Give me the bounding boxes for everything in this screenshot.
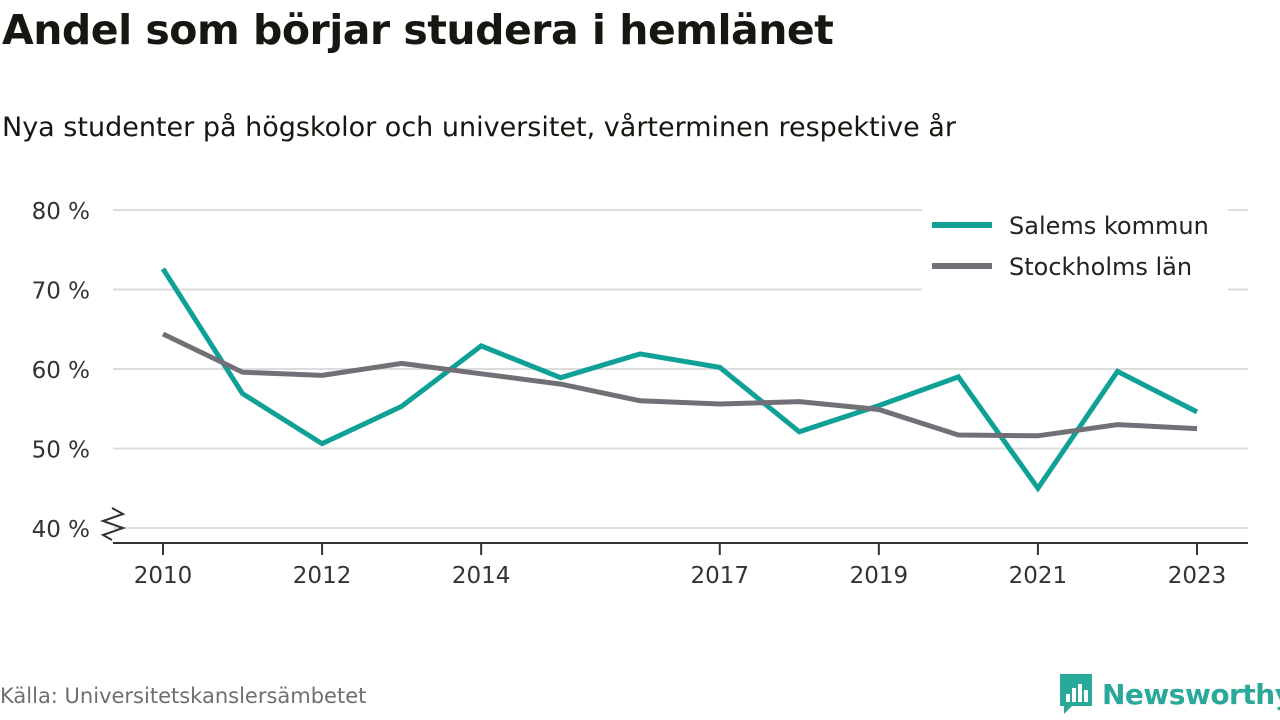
newsworthy-logo-icon bbox=[1060, 674, 1092, 714]
x-tick-label: 2023 bbox=[1168, 563, 1227, 589]
x-tick-label: 2014 bbox=[452, 563, 511, 589]
series-line bbox=[160, 267, 1199, 493]
y-tick-label: 70 % bbox=[32, 279, 90, 305]
x-tick-label: 2010 bbox=[134, 563, 193, 589]
legend-box bbox=[922, 205, 1228, 291]
y-tick-label: 50 % bbox=[32, 438, 90, 464]
series-line bbox=[161, 331, 1198, 439]
x-tick-label: 2021 bbox=[1009, 563, 1068, 589]
chart-title: Andel som börjar studera i hemlänet bbox=[2, 6, 834, 54]
brand-name: Newsworthy bbox=[1102, 677, 1280, 711]
chart-subtitle: Nya studenter på högskolor och universit… bbox=[2, 112, 956, 143]
axis-break-mark bbox=[99, 507, 127, 541]
legend-label: Stockholms län bbox=[1009, 253, 1192, 281]
x-tick-label: 2019 bbox=[850, 563, 909, 589]
x-tick-label: 2012 bbox=[293, 563, 352, 589]
line-chart: 80 % 70 % 60 % 50 % 40 % 2010 2012 2014 2017 2019… bbox=[32, 199, 1248, 589]
y-tick-label: 40 % bbox=[32, 517, 90, 543]
y-tick-label: 80 % bbox=[32, 199, 90, 225]
source-note: Källa: Universitetskanslersämbetet bbox=[0, 684, 367, 708]
y-tick-label: 60 % bbox=[32, 358, 90, 384]
legend-label: Salems kommun bbox=[1009, 212, 1209, 240]
brand-logo: Newsworthy bbox=[1058, 672, 1280, 716]
x-tick-label: 2017 bbox=[690, 563, 749, 589]
